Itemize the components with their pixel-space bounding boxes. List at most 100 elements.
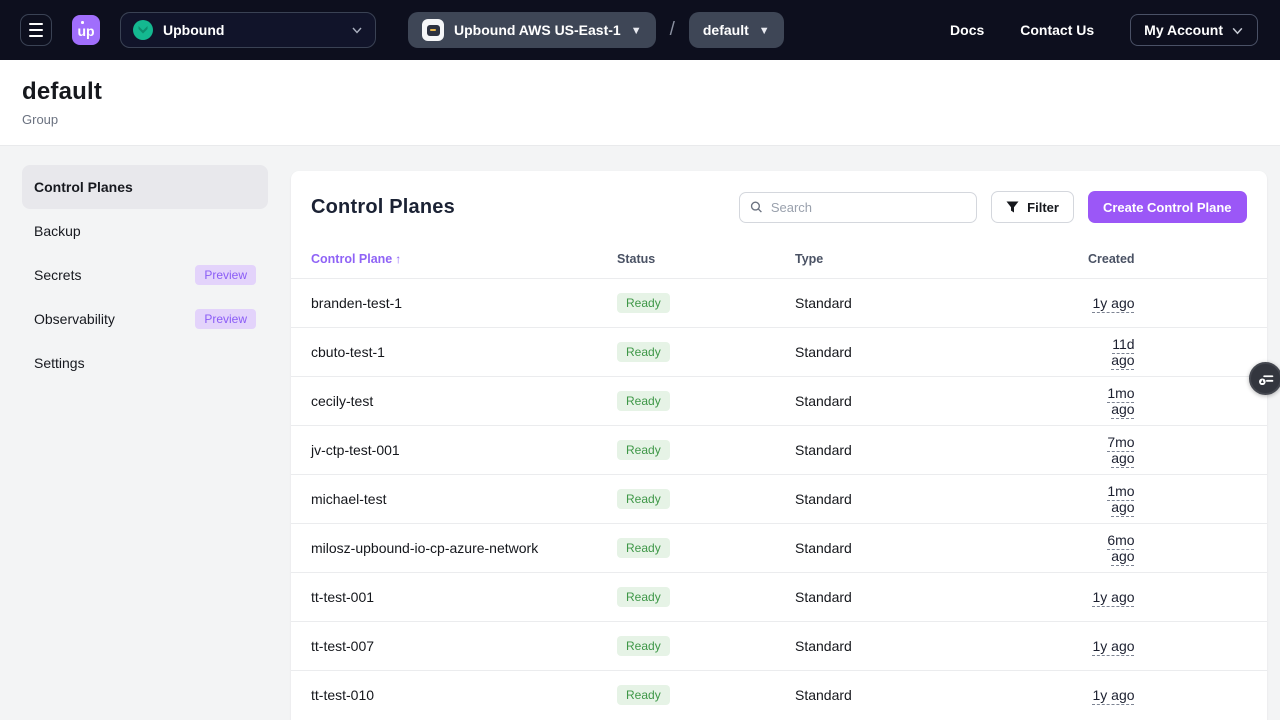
sidebar-item-observability[interactable]: Observability Preview (22, 297, 268, 341)
sidebar-item-secrets[interactable]: Secrets Preview (22, 253, 268, 297)
page-subtitle: Group (22, 112, 59, 127)
table-header-row: Control Plane ↑ Status Type Created (291, 239, 1267, 278)
caret-down-icon: ▼ (630, 24, 642, 37)
created-timestamp: 1mo ago (1107, 483, 1135, 515)
control-plane-type: Standard (795, 638, 852, 654)
control-plane-type: Standard (795, 344, 852, 360)
table-row[interactable]: tt-test-007 Ready Standard 1y ago (291, 621, 1267, 670)
control-plane-name[interactable]: branden-test-1 (311, 295, 403, 311)
org-avatar-icon (133, 20, 153, 40)
created-timestamp: 1y ago (1092, 638, 1135, 654)
control-plane-type: Standard (795, 393, 852, 409)
control-plane-type: Standard (795, 589, 852, 605)
created-timestamp: 1y ago (1092, 687, 1135, 703)
my-account-button[interactable]: My Account (1130, 14, 1258, 46)
search-input[interactable] (770, 199, 967, 215)
control-plane-type: Standard (795, 540, 852, 556)
sidebar-item-backup[interactable]: Backup (22, 209, 268, 253)
my-account-label: My Account (1144, 22, 1223, 38)
org-selector[interactable]: Upbound (120, 12, 376, 48)
table-row[interactable]: tt-test-001 Ready Standard 1y ago (291, 572, 1267, 621)
created-timestamp: 7mo ago (1107, 434, 1135, 466)
control-planes-table: Control Plane ↑ Status Type Created brand… (291, 239, 1267, 719)
space-selector-label: Upbound AWS US-East-1 (454, 22, 621, 38)
sidebar-item-label: Settings (34, 355, 85, 371)
upbound-logo[interactable]: up (72, 15, 100, 45)
page-title: default (22, 78, 103, 105)
status-badge: Ready (617, 538, 670, 558)
filter-button[interactable]: Filter (991, 191, 1074, 223)
table-row[interactable]: michael-test Ready Standard 1mo ago (291, 474, 1267, 523)
group-selector-label: default (702, 22, 749, 38)
preview-badge: Preview (195, 309, 256, 329)
card-title: Control Planes (311, 195, 455, 218)
status-badge: Ready (617, 636, 670, 656)
space-selector[interactable]: Upbound AWS US-East-1 ▼ (408, 12, 656, 48)
status-badge: Ready (617, 489, 670, 509)
status-badge: Ready (617, 587, 670, 607)
status-badge: Ready (617, 342, 670, 362)
feedback-icon (1258, 374, 1273, 385)
table-row[interactable]: milosz-upbound-io-cp-azure-network Ready S… (291, 523, 1267, 572)
table-row[interactable]: tt-test-010 Ready Standard 1y ago (291, 670, 1267, 719)
control-plane-name[interactable]: cecily-test (311, 393, 374, 409)
preview-badge: Preview (195, 265, 256, 285)
control-plane-name[interactable]: jv-ctp-test-001 (311, 442, 400, 458)
table-row[interactable]: jv-ctp-test-001 Ready Standard 7mo ago (291, 425, 1267, 474)
status-badge: Ready (617, 685, 670, 705)
sidebar: Control Planes Backup Secrets Preview Observ… (22, 165, 268, 720)
space-icon (422, 19, 444, 41)
group-selector[interactable]: default ▼ (688, 12, 784, 48)
chevron-down-icon (1232, 27, 1243, 34)
sort-asc-icon: ↑ (395, 251, 402, 266)
feedback-widget-button[interactable] (1249, 362, 1280, 395)
control-plane-name[interactable]: tt-test-010 (311, 687, 375, 703)
created-timestamp: 1mo ago (1107, 385, 1135, 417)
menu-icon (29, 23, 43, 25)
created-timestamp: 1y ago (1092, 295, 1135, 311)
sidebar-item-label: Secrets (34, 267, 82, 283)
filter-icon (1006, 201, 1019, 213)
status-badge: Ready (617, 440, 670, 460)
top-navbar: up Upbound Upbound AWS US-East-1 ▼ / def… (0, 0, 1280, 60)
control-plane-name[interactable]: cbuto-test-1 (311, 344, 385, 360)
column-header-control-plane[interactable]: Control Plane ↑ (311, 251, 402, 266)
column-header-created[interactable]: Created (1088, 251, 1135, 266)
sidebar-item-label: Observability (34, 311, 115, 327)
created-timestamp: 11d ago (1111, 336, 1135, 368)
control-planes-card: Control Planes Filter Create Control Pla… (291, 171, 1267, 720)
caret-down-icon: ▼ (758, 24, 770, 37)
sidebar-item-control-planes[interactable]: Control Planes (22, 165, 268, 209)
column-header-status[interactable]: Status (617, 251, 656, 266)
page-header: default Group (0, 60, 1280, 145)
status-badge: Ready (617, 293, 670, 313)
control-plane-type: Standard (795, 442, 852, 458)
control-plane-name[interactable]: milosz-upbound-io-cp-azure-network (311, 540, 539, 556)
sidebar-item-settings[interactable]: Settings (22, 341, 268, 385)
docs-link[interactable]: Docs (950, 22, 985, 38)
control-plane-name[interactable]: michael-test (311, 491, 387, 507)
control-plane-name[interactable]: tt-test-007 (311, 638, 375, 654)
created-timestamp: 6mo ago (1107, 532, 1135, 564)
created-timestamp: 1y ago (1092, 589, 1135, 605)
search-icon (751, 201, 763, 213)
sidebar-item-label: Control Planes (34, 179, 133, 195)
control-plane-type: Standard (795, 295, 852, 311)
sidebar-item-label: Backup (34, 223, 81, 239)
search-box[interactable] (739, 191, 978, 223)
create-control-plane-button[interactable]: Create Control Plane (1087, 191, 1247, 223)
column-header-type[interactable]: Type (795, 251, 824, 266)
org-selector-label: Upbound (163, 22, 225, 38)
content-area: Control Planes Backup Secrets Preview Observ… (0, 145, 1280, 720)
table-row[interactable]: branden-test-1 Ready Standard 1y ago (291, 278, 1267, 327)
table-row[interactable]: cbuto-test-1 Ready Standard 11d ago (291, 327, 1267, 376)
status-badge: Ready (617, 391, 670, 411)
contact-us-link[interactable]: Contact Us (1020, 22, 1095, 38)
control-plane-type: Standard (795, 687, 852, 703)
chevron-down-icon (352, 27, 362, 34)
table-row[interactable]: cecily-test Ready Standard 1mo ago (291, 376, 1267, 425)
control-plane-name[interactable]: tt-test-001 (311, 589, 375, 605)
hamburger-menu-button[interactable] (20, 14, 52, 46)
control-plane-type: Standard (795, 491, 852, 507)
breadcrumb-separator: / (669, 19, 675, 40)
